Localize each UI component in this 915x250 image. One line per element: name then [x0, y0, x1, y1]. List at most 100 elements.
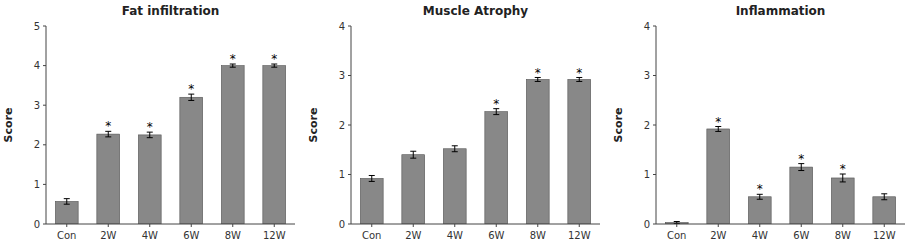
error-bar: [674, 222, 680, 224]
x-tick-label: 2W: [710, 230, 726, 241]
significance-star: *: [188, 82, 194, 96]
x-tick-label: 4W: [142, 230, 158, 241]
y-tick: [348, 75, 351, 76]
y-tick-label: 4: [34, 60, 40, 71]
x-tick: [413, 224, 414, 227]
x-tick-label: 8W: [835, 230, 851, 241]
x-tick: [274, 224, 275, 227]
panel: Muscle AtrophyScore01234Con2W4W6W8W12W**…: [307, 4, 600, 241]
x-tick-label: 4W: [447, 230, 463, 241]
y-tick-label: 2: [644, 120, 650, 131]
y-tick-label: 1: [644, 169, 650, 180]
x-tick: [149, 224, 150, 227]
y-tick-label: 0: [644, 219, 650, 230]
y-tick: [43, 105, 46, 106]
y-tick-label: 3: [339, 70, 345, 81]
bar: [707, 129, 730, 224]
bar: [97, 134, 120, 224]
x-tick-label: Con: [362, 230, 381, 241]
bar: [790, 167, 813, 224]
y-axis-label: Score: [2, 108, 15, 143]
x-axis-line: [351, 224, 600, 225]
y-tick: [43, 184, 46, 185]
y-tick: [348, 224, 351, 225]
x-tick-label: 12W: [263, 230, 286, 241]
x-tick: [759, 224, 760, 227]
x-tick: [191, 224, 192, 227]
bar: [55, 201, 78, 224]
bar: [402, 155, 425, 224]
x-tick-label: Con: [57, 230, 76, 241]
error-bar: [64, 199, 70, 205]
bar: [748, 197, 771, 224]
title: Fat infiltration: [122, 4, 220, 18]
x-tick: [842, 224, 843, 227]
y-axis-line: [46, 26, 47, 224]
significance-star: *: [147, 120, 153, 134]
x-tick: [718, 224, 719, 227]
y-tick: [653, 174, 656, 175]
x-tick-label: 2W: [405, 230, 421, 241]
figure: Fat infiltrationScore012345Con2W4W6W8W12…: [0, 0, 915, 250]
x-tick-label: 6W: [183, 230, 199, 241]
x-tick-label: 2W: [100, 230, 116, 241]
x-tick: [801, 224, 802, 227]
y-tick: [348, 26, 351, 27]
plot-area: [360, 77, 590, 224]
x-tick: [676, 224, 677, 227]
bar: [180, 97, 203, 224]
y-tick: [653, 26, 656, 27]
y-tick: [653, 224, 656, 225]
significance-star: *: [230, 52, 236, 66]
significance-star: *: [105, 119, 111, 133]
y-tick: [653, 75, 656, 76]
x-tick-label: 4W: [752, 230, 768, 241]
x-tick: [454, 224, 455, 227]
bar: [568, 79, 591, 224]
error-bar: [452, 146, 458, 152]
y-tick: [348, 174, 351, 175]
x-tick: [108, 224, 109, 227]
y-tick-label: 1: [34, 179, 40, 190]
y-tick-label: 4: [644, 21, 650, 32]
y-tick: [43, 65, 46, 66]
y-axis-label: Score: [612, 108, 625, 143]
bar: [221, 66, 244, 224]
x-tick-label: 6W: [488, 230, 504, 241]
y-tick: [43, 224, 46, 225]
error-bar: [410, 151, 416, 158]
significance-star: *: [576, 66, 582, 80]
title: Inflammation: [736, 4, 826, 18]
y-tick-label: 2: [34, 139, 40, 150]
x-axis-line: [46, 224, 295, 225]
significance-star: *: [535, 66, 541, 80]
y-tick: [653, 125, 656, 126]
y-tick-label: 1: [339, 169, 345, 180]
significance-star: *: [757, 182, 763, 196]
x-tick: [371, 224, 372, 227]
x-tick-label: 6W: [793, 230, 809, 241]
x-tick-label: 12W: [568, 230, 591, 241]
y-tick-label: 0: [339, 219, 345, 230]
bar: [485, 112, 508, 224]
x-tick: [884, 224, 885, 227]
bar: [138, 135, 161, 224]
bar: [526, 79, 549, 224]
significance-star: *: [271, 52, 277, 66]
significance-star: *: [840, 162, 846, 176]
x-tick: [537, 224, 538, 227]
plot-area: [665, 126, 895, 224]
bar: [360, 178, 383, 224]
y-axis-label: Score: [307, 108, 320, 143]
panel: InflammationScore01234Con2W4W6W8W12W****: [612, 4, 905, 241]
error-bar: [881, 194, 887, 200]
y-tick-label: 3: [34, 100, 40, 111]
y-tick-label: 5: [34, 21, 40, 32]
x-tick-label: 12W: [873, 230, 896, 241]
x-tick: [496, 224, 497, 227]
x-tick-label: Con: [667, 230, 686, 241]
x-tick-label: 8W: [225, 230, 241, 241]
bar: [263, 66, 286, 224]
y-tick: [43, 26, 46, 27]
y-tick-label: 4: [339, 21, 345, 32]
